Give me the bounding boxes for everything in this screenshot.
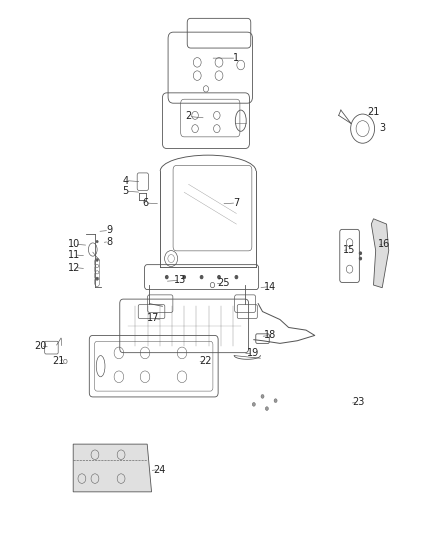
Text: 13: 13 — [174, 275, 186, 285]
Text: 7: 7 — [233, 198, 240, 208]
Text: 9: 9 — [106, 225, 113, 236]
Text: 25: 25 — [217, 278, 230, 288]
Ellipse shape — [252, 402, 255, 406]
Ellipse shape — [218, 276, 220, 279]
Polygon shape — [371, 219, 389, 288]
Text: 17: 17 — [147, 313, 159, 324]
Text: 10: 10 — [68, 239, 81, 249]
Text: 24: 24 — [153, 465, 165, 474]
Text: 12: 12 — [68, 263, 81, 272]
Ellipse shape — [235, 276, 238, 279]
Ellipse shape — [274, 399, 277, 402]
Text: 20: 20 — [34, 341, 47, 351]
Text: 21: 21 — [367, 107, 380, 117]
Text: 4: 4 — [122, 175, 128, 185]
Text: 3: 3 — [379, 123, 385, 133]
Ellipse shape — [96, 240, 98, 243]
Text: 6: 6 — [142, 198, 148, 208]
Text: 5: 5 — [122, 186, 128, 196]
Ellipse shape — [261, 394, 264, 398]
Text: 23: 23 — [352, 397, 364, 407]
Ellipse shape — [183, 276, 185, 279]
Polygon shape — [73, 444, 152, 492]
Text: 22: 22 — [200, 356, 212, 366]
Text: 8: 8 — [106, 237, 113, 247]
Text: 19: 19 — [247, 348, 259, 358]
Text: 2: 2 — [185, 111, 192, 122]
Ellipse shape — [200, 276, 203, 279]
Ellipse shape — [96, 259, 98, 262]
Text: 21: 21 — [52, 356, 64, 366]
Text: 1: 1 — [233, 53, 240, 63]
Ellipse shape — [359, 257, 361, 260]
Ellipse shape — [359, 252, 361, 255]
Text: 15: 15 — [343, 245, 356, 255]
Ellipse shape — [166, 276, 168, 279]
Ellipse shape — [265, 407, 268, 410]
Text: 11: 11 — [68, 250, 81, 260]
Text: 16: 16 — [378, 239, 391, 249]
Text: 14: 14 — [264, 281, 276, 292]
Text: 18: 18 — [264, 330, 276, 341]
Ellipse shape — [96, 277, 98, 280]
